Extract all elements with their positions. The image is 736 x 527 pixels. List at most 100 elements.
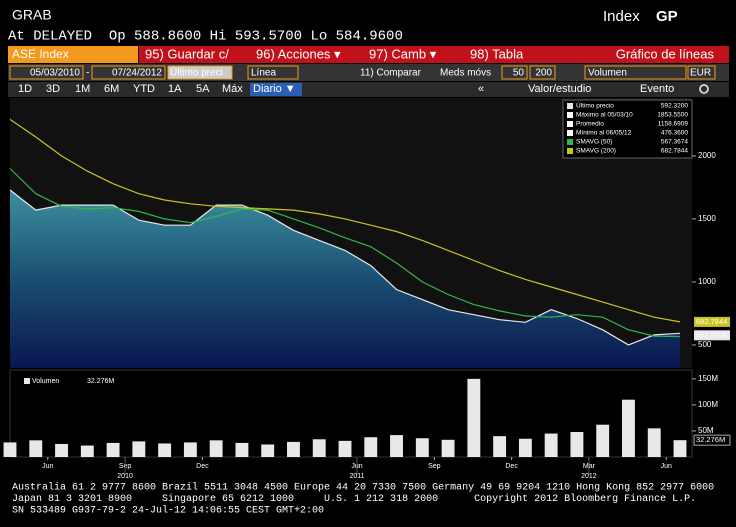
- legend-label: Mínimo al 06/05/12: [576, 130, 632, 137]
- volume-bar: [29, 440, 43, 457]
- x-tick-label: Dec: [196, 463, 209, 470]
- y-tick-label: 2000: [698, 151, 716, 160]
- code: GP: [656, 8, 678, 25]
- legend-value: 1158.6909: [658, 121, 689, 128]
- volume-bar: [415, 438, 429, 457]
- field: Último preci: [170, 66, 223, 79]
- quote: At DELAYED Op 588.8600 Hi 593.5700 Lo 58…: [8, 29, 403, 45]
- volume-bar: [647, 428, 661, 457]
- legend-label: Último precio: [576, 101, 614, 110]
- volume-bar: [673, 440, 687, 457]
- field-box[interactable]: [167, 65, 233, 80]
- security: ASE Index: [12, 47, 69, 61]
- volume-bar: [544, 433, 558, 457]
- volume-bar: [312, 439, 326, 457]
- price-tag-label: 592.3200: [696, 330, 727, 339]
- legend-value: 682.7844: [661, 148, 688, 155]
- x-tick-label: Jun: [42, 463, 53, 470]
- legend-value: 476.3600: [661, 130, 688, 137]
- currency-box[interactable]: [687, 65, 716, 80]
- frequency-button[interactable]: [250, 83, 302, 96]
- legend-value: 592.3200: [661, 103, 688, 110]
- study-box[interactable]: [584, 65, 687, 80]
- event[interactable]: Evento: [640, 83, 674, 95]
- end-date: 07/24/2012: [112, 68, 162, 79]
- period-button[interactable]: 6M: [104, 83, 119, 95]
- start-date-box[interactable]: [9, 65, 84, 80]
- collapse[interactable]: «: [478, 83, 484, 95]
- legend-swatch: [567, 139, 573, 145]
- period-button[interactable]: 5A: [196, 83, 210, 95]
- menu-item[interactable]: 96) Acciones ▾: [256, 46, 341, 61]
- period-bar: [8, 82, 729, 97]
- ma-period: 50: [513, 68, 525, 79]
- period-button[interactable]: 1D: [18, 83, 32, 95]
- legend-label: SMAVG (50): [576, 139, 612, 146]
- footer-line: SN 533489 G937-79-2 24-Jul-12 14:06:55 C…: [12, 505, 324, 517]
- ma1-box[interactable]: [501, 65, 528, 80]
- volume-bar: [80, 445, 94, 457]
- legend-swatch: [567, 148, 573, 154]
- compare: 11) Comparar: [360, 68, 422, 79]
- y-tick-label: 1500: [698, 214, 716, 223]
- lower-study: Volumen: [588, 68, 627, 79]
- legend-label: Volumen: [32, 378, 59, 385]
- period-button[interactable]: Máx: [222, 83, 243, 95]
- price-area: [10, 190, 680, 368]
- menu-item[interactable]: 98) Tabla: [470, 46, 524, 61]
- x-tick-label: Dec: [505, 463, 518, 470]
- year-label: 2011: [349, 473, 364, 480]
- volume-bar: [518, 438, 532, 457]
- volume-bar: [364, 437, 378, 457]
- ticker: GRAB: [12, 7, 52, 23]
- period-button[interactable]: 1M: [75, 83, 90, 95]
- input-boxes: [9, 65, 716, 80]
- ma-label: Meds móvs: [440, 68, 491, 79]
- legend-swatch: [567, 121, 573, 127]
- volume-bar: [441, 439, 455, 457]
- menu-item[interactable]: 97) Camb ▾: [369, 46, 437, 61]
- volume-bar: [106, 442, 120, 457]
- security-box[interactable]: [8, 46, 138, 63]
- legend-swatch: [567, 103, 573, 109]
- menu-item[interactable]: 95) Guardar c/: [145, 46, 229, 61]
- date-separator: -: [86, 68, 89, 79]
- volume-bar: [209, 440, 223, 457]
- settings-icon[interactable]: [699, 84, 709, 94]
- legend-value: 1853.5500: [657, 112, 688, 119]
- footer-line: Japan 81 3 3201 8900 Singapore 65 6212 1…: [12, 493, 696, 505]
- series-line: [9, 118, 681, 323]
- y-tick-label: 150M: [698, 374, 718, 383]
- volume-bar: [261, 444, 275, 457]
- legend-label: Promedio: [576, 121, 604, 128]
- volume-bar: [55, 443, 68, 457]
- volume-bar: [158, 443, 172, 457]
- year-label: 2010: [117, 473, 133, 480]
- legend-swatch: [24, 378, 30, 384]
- volume-tag: [693, 434, 731, 446]
- period-button[interactable]: 1A: [168, 83, 182, 95]
- legend-label: SMAVG (200): [576, 148, 616, 155]
- ma2-box[interactable]: [529, 65, 556, 80]
- legend-value: 567.3674: [661, 139, 688, 146]
- price-tag: [694, 316, 730, 327]
- price-tag: [694, 330, 730, 341]
- y-tick-label: 500: [698, 340, 712, 349]
- style-box[interactable]: [247, 65, 299, 80]
- volume-bar: [338, 440, 352, 457]
- volume-tag-label: 32.276M: [696, 435, 725, 444]
- legend-swatch: [567, 130, 573, 136]
- end-date-box[interactable]: [91, 65, 166, 80]
- style: Línea: [251, 68, 276, 79]
- value-study[interactable]: Valor/estudio: [528, 83, 591, 95]
- period-button[interactable]: 3D: [46, 83, 60, 95]
- volume-bar: [235, 442, 249, 457]
- volume-bar: [622, 399, 635, 457]
- ma-period: 200: [535, 68, 552, 79]
- period-button[interactable]: YTD: [133, 83, 155, 95]
- volume-bar: [467, 378, 481, 457]
- volume-bar: [183, 442, 197, 457]
- frequency[interactable]: Diario ▼: [253, 83, 296, 95]
